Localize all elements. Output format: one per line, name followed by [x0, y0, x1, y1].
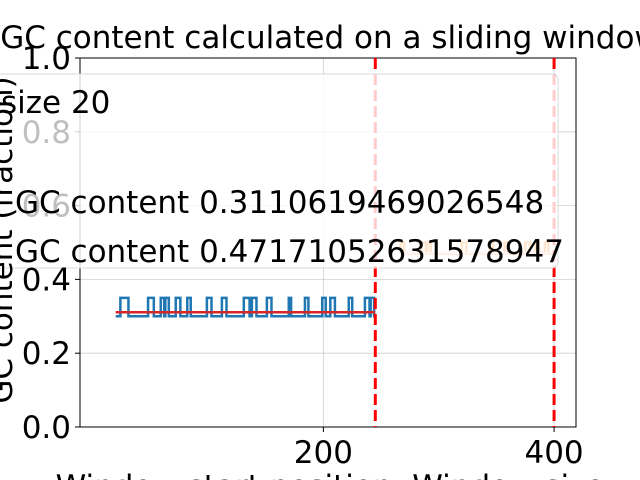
y-tick-label: 0.0 [22, 410, 71, 446]
legend-entry-gc-content-second: GC content 0.47171052631578947 [15, 234, 564, 270]
y-tick-label: 0.4 [22, 262, 71, 298]
x-tick-label: 200 [294, 435, 353, 471]
y-tick-label: 0.6 [22, 189, 71, 225]
tick-layer: 0.0 0.2 0.4 0.6 0.8 1.0 200 400 [22, 41, 584, 471]
x-tick-label: 400 [524, 435, 583, 471]
series-line-window [115, 296, 376, 318]
legend-box [0, 73, 559, 269]
legend-entry-window-size: size 20 [1, 85, 110, 121]
chart-title: GC content calculated on a sliding windo… [0, 20, 640, 56]
legend: size 20 GC content 0.3110619469026548 GC… [0, 73, 564, 270]
y-tick-label: 0.2 [22, 336, 71, 372]
y-axis-label: GC content (fraction) [0, 76, 20, 403]
legend-entry-gc-content-first: GC content 0.3110619469026548 [15, 185, 544, 221]
y-tick-label: 0.8 [22, 115, 71, 151]
x-axis-label: Window start position. Window size [56, 469, 605, 480]
y-tick-label: 1.0 [22, 41, 71, 77]
